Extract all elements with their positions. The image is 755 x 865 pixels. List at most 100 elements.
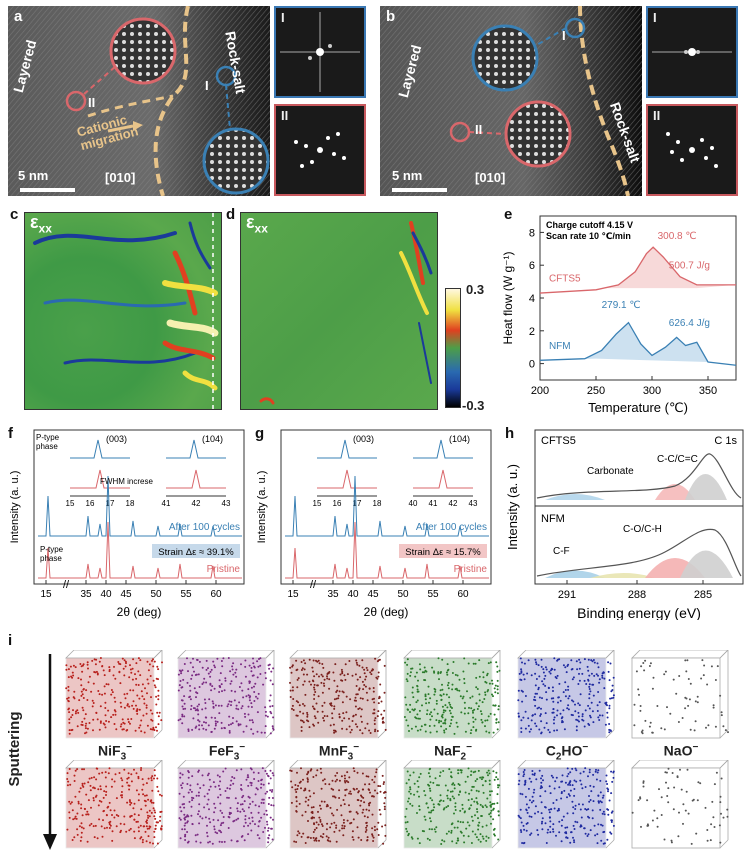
chart-f-ptype2-2: phase [40, 554, 62, 563]
xps-top-cc-peak [685, 474, 727, 500]
chart-f-xtick-label: 40 [100, 589, 112, 600]
tof-cube [624, 759, 736, 852]
species-base: NaO [663, 742, 693, 759]
chart-g-xlabel: 2θ (deg) [364, 605, 409, 619]
chart-f-xtick-label: 50 [150, 589, 162, 600]
chart-g-inset-right-peak: (104) [449, 434, 470, 444]
strain-d-sub: xx [254, 221, 268, 236]
tof-cube [396, 759, 508, 852]
dsc-cfts5-enthalpy: 500.7 J/g [669, 260, 710, 271]
chart-f-ptype2-1: P-type [40, 545, 64, 554]
xps-carbonate-label: Carbonate [587, 466, 634, 477]
chart-g-inset-left-tick: 16 [333, 499, 342, 508]
species-subscript: 3 [120, 751, 127, 763]
chart-g-xtick-label: 15 [287, 589, 299, 600]
species-base: C [545, 742, 556, 759]
dsc-cfts5-line [539, 246, 736, 294]
dsc-ytick-label: 4 [529, 293, 535, 305]
chart-f-inset-right-tick: 43 [222, 499, 231, 508]
chart-f-pristine-name: Pristine [207, 564, 241, 575]
panel-label-f: f [8, 425, 13, 442]
chart-f-inset-left-red [70, 469, 130, 489]
fft-a-I: I [274, 6, 366, 98]
chart-g-inset-right-tick: 40 [409, 499, 418, 508]
species-subscript: 2 [555, 751, 562, 763]
dsc-chart-svg: 200 250 300 350 0 2 4 6 8 Temperature (℃) Heat flo… [501, 215, 737, 415]
chart-g-pristine-line [285, 521, 489, 579]
tem-a-region-I: I [205, 78, 209, 93]
chart-g-xtick-label: 50 [397, 589, 409, 600]
chart-g-after-line [285, 475, 489, 537]
xps-xtick-label: 285 [694, 589, 712, 601]
chart-f-inset-left-peak: (003) [106, 434, 127, 444]
chart-g-xtick-label: 55 [427, 589, 439, 600]
chart-f-inset-right-blue [166, 439, 226, 459]
xps-top-envelope [536, 453, 742, 499]
tem-image-a [8, 6, 270, 196]
strain-map-c [24, 212, 222, 410]
strain-map-d [240, 212, 438, 410]
colorbar-max: 0.3 [466, 282, 485, 297]
xps-xtick-label: 288 [628, 589, 646, 601]
chart-g-xtick-label: 45 [367, 589, 379, 600]
chart-g-inset-right-red [413, 469, 473, 489]
tem-a-zone: [010] [105, 170, 136, 185]
dsc-nfm-peak: 279.1 ℃ [602, 300, 641, 311]
tof-species-label: NaF2− [398, 742, 508, 762]
chart-g-inset-right-tick: 41 [429, 499, 438, 508]
fft-b-I: I [646, 6, 738, 98]
fft-b-II-label: II [653, 108, 661, 123]
xps-bottom-name: NFM [541, 513, 565, 525]
chart-g-frame [280, 429, 492, 585]
chart-g-after-name: After 100 cycles [416, 522, 487, 533]
panel-label-i: i [8, 632, 13, 649]
chart-f-ptype-2: phase [36, 442, 58, 451]
dsc-ytick-label: 8 [529, 227, 535, 239]
dsc-nfm-enthalpy: 626.4 J/g [669, 318, 710, 329]
tof-cube [58, 649, 170, 742]
xps-chart-h-svg: Intensity (a. u.) 291 288 285 Binding energy… [505, 429, 744, 621]
dsc-cfts5-peak: 300.8 ℃ [658, 231, 697, 242]
dsc-ylabel: Heat flow (W g⁻¹) [501, 251, 515, 344]
tof-cube [396, 649, 508, 742]
species-charge: − [353, 742, 360, 753]
tof-species-label: MnF3− [284, 742, 394, 762]
panel-label-c: c [10, 206, 19, 223]
chart-g-inset-left-tick: 18 [373, 499, 382, 508]
xrd-chart-f-svg: Intensity (a. u.) 15 35 40 45 50 55 60 // 2θ (deg… [9, 429, 245, 619]
panel-label-h: h [505, 425, 515, 442]
dsc-nfm-name: NFM [549, 341, 571, 352]
chart-f-inset-left-tick: 18 [126, 499, 135, 508]
chart-g-strain: Strain Δε ≈ 15.7% [405, 547, 481, 558]
xps-coch-label: C-O/C-H [623, 524, 662, 535]
strain-map-c-label: εxx [30, 212, 52, 236]
tem-b-region-II: II [475, 122, 483, 137]
dsc-ytick-label: 2 [529, 326, 535, 338]
colorbar-min: -0.3 [462, 398, 485, 413]
fft-b-I-label: I [653, 10, 657, 25]
strain-c-eps: ε [30, 212, 39, 232]
chart-f-after-name: After 100 cycles [169, 522, 240, 533]
sputtering-arrow [28, 652, 58, 852]
dsc-xtick-label: 300 [643, 385, 661, 397]
dsc-xtick-label: 200 [531, 385, 549, 397]
species-base: FeF [208, 742, 234, 759]
chart-g-inset-left-red [317, 469, 377, 489]
colorbar [445, 288, 461, 408]
dsc-xtick-label: 350 [699, 385, 717, 397]
chart-f-xlabel: 2θ (deg) [117, 605, 162, 619]
dsc-nfm-line [539, 321, 737, 366]
xps-top-name: CFTS5 [541, 435, 576, 447]
chart-g-inset-right-tick: 43 [469, 499, 478, 508]
species-base-2: HO [561, 742, 583, 759]
chart-g-xtick-label: 60 [457, 589, 469, 600]
panel-label-d: d [226, 206, 236, 223]
xrd-chart-g: Intensity (a. u.) 15 35 40 45 50 55 60 // 2θ (deg… [255, 428, 495, 620]
panel-label-b: b [386, 8, 396, 25]
xps-cf-label: C-F [553, 546, 570, 557]
chart-g-axis-break: // [310, 579, 317, 591]
sputtering-label: Sputtering [6, 711, 23, 787]
dsc-chart: 200 250 300 350 0 2 4 6 8 Temperature (℃) Heat flo… [498, 208, 750, 420]
chart-f-xtick-label: 35 [80, 589, 92, 600]
species-subscript: 2 [460, 751, 467, 763]
